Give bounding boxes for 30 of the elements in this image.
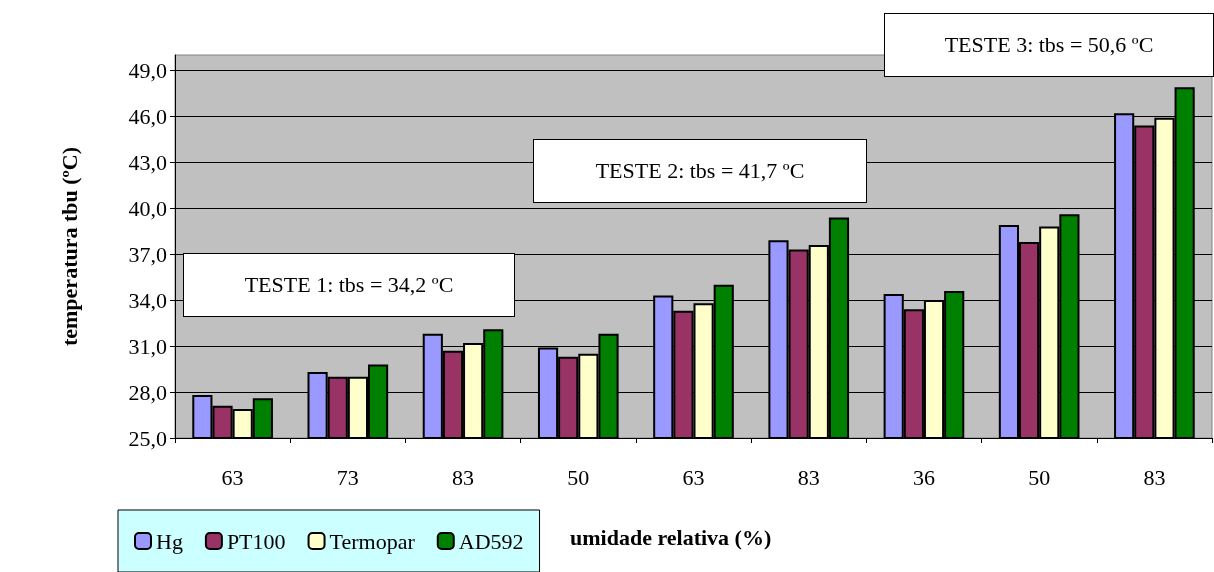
x-tick-label: 83 xyxy=(1143,464,1166,490)
annotation: TESTE 1: tbs = 34,2 ºC xyxy=(244,272,454,298)
x-tick-label: 63 xyxy=(221,464,244,490)
note-box: TESTE 2: tbs = 41,7 ºC xyxy=(533,139,867,203)
legend-label: Termopar xyxy=(329,528,416,554)
x-tick-label: 50 xyxy=(1028,464,1051,490)
x-tick-label: 63 xyxy=(682,464,705,490)
x-tick-label: 83 xyxy=(452,464,475,490)
legend-label: PT100 xyxy=(226,528,286,554)
y-tick-label: 25,0 xyxy=(128,425,167,451)
legend-label: AD592 xyxy=(458,528,524,554)
annotation: TESTE 3: tbs = 50,6 ºC xyxy=(944,32,1154,58)
legend-label: Hg xyxy=(156,528,183,554)
x-tick-label: 50 xyxy=(567,464,590,490)
note-box: TESTE 1: tbs = 34,2 ºC xyxy=(183,253,515,317)
y-tick-label: 34,0 xyxy=(128,287,167,313)
annotation: TESTE 2: tbs = 41,7 ºC xyxy=(595,158,805,184)
x-axis-title: umidade relativa (%) xyxy=(570,524,772,550)
y-tick-label: 37,0 xyxy=(128,241,167,267)
y-tick-label: 31,0 xyxy=(128,333,167,359)
x-tick-label: 36 xyxy=(912,464,935,490)
y-axis-title: temperatura tbu (ºC) xyxy=(56,146,82,347)
y-tick-label: 46,0 xyxy=(128,103,167,129)
x-tick-label: 73 xyxy=(336,464,359,490)
y-tick-label: 40,0 xyxy=(128,195,167,221)
note-box: TESTE 3: tbs = 50,6 ºC xyxy=(884,13,1214,77)
y-tick-label: 28,0 xyxy=(128,379,167,405)
y-tick-label: 49,0 xyxy=(128,57,167,83)
x-tick-label: 83 xyxy=(797,464,820,490)
y-tick-label: 43,0 xyxy=(128,149,167,175)
